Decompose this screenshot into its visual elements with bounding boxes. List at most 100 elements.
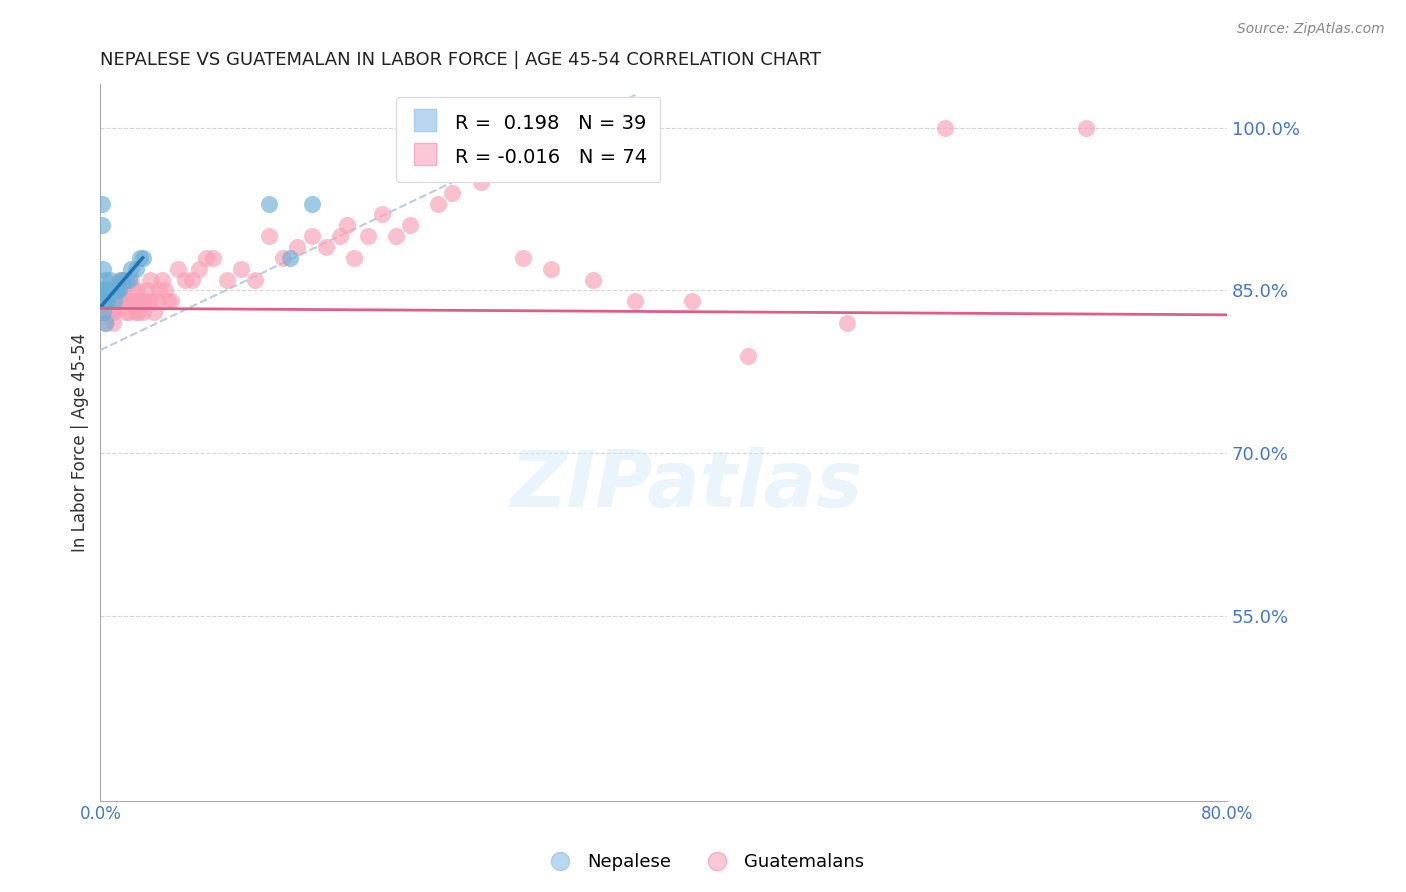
Point [136, 294, 159, 309]
Point [301, 196, 323, 211]
Point [98, 284, 121, 298]
Point [97, 284, 120, 298]
Point [97, 284, 120, 298]
Point [120, 261, 142, 276]
Text: Source: ZipAtlas.com: Source: ZipAtlas.com [1237, 22, 1385, 37]
Point [96, 294, 118, 309]
Point [301, 229, 323, 244]
Point [96, 284, 118, 298]
Point [139, 294, 162, 309]
Point [98, 294, 121, 309]
Point [91, 305, 114, 319]
Legend: Nepalese, Guatemalans: Nepalese, Guatemalans [536, 847, 870, 879]
Point [96, 294, 118, 309]
Point [273, 251, 295, 265]
Point [159, 294, 181, 309]
Point [114, 305, 136, 319]
Point [100, 284, 122, 298]
Point [201, 251, 224, 265]
Point [93, 294, 115, 309]
Point [125, 284, 148, 298]
Point [315, 240, 337, 254]
Point [96, 294, 118, 309]
Point [121, 284, 143, 298]
Point [120, 272, 142, 286]
Point [287, 240, 309, 254]
Point [399, 219, 422, 233]
Point [96, 284, 118, 298]
Point [107, 284, 129, 298]
Point [336, 219, 359, 233]
Point [217, 272, 239, 286]
Point [107, 284, 129, 298]
Point [343, 251, 366, 265]
Point [173, 272, 195, 286]
Point [512, 251, 534, 265]
Point [737, 349, 759, 363]
Point [108, 272, 131, 286]
Point [93, 284, 115, 298]
Point [124, 305, 146, 319]
Point [111, 272, 134, 286]
Point [145, 294, 167, 309]
Point [280, 251, 302, 265]
Point [259, 196, 281, 211]
Point [150, 272, 173, 286]
Point [101, 284, 124, 298]
Y-axis label: In Labor Force | Age 45-54: In Labor Force | Age 45-54 [72, 333, 89, 552]
Point [156, 294, 179, 309]
Point [124, 261, 146, 276]
Point [115, 294, 138, 309]
Point [114, 272, 136, 286]
Point [105, 284, 128, 298]
Point [90, 219, 112, 233]
Point [90, 305, 112, 319]
Point [427, 196, 450, 211]
Point [91, 294, 114, 309]
Point [104, 294, 127, 309]
Point [128, 251, 150, 265]
Point [93, 284, 115, 298]
Point [117, 305, 139, 319]
Point [138, 272, 160, 286]
Point [131, 251, 153, 265]
Point [385, 229, 408, 244]
Point [245, 272, 267, 286]
Point [681, 294, 703, 309]
Point [582, 272, 605, 286]
Point [329, 229, 352, 244]
Point [93, 272, 115, 286]
Point [104, 284, 127, 298]
Point [110, 284, 132, 298]
Point [117, 272, 139, 286]
Point [118, 294, 141, 309]
Point [127, 305, 149, 319]
Point [98, 272, 121, 286]
Point [166, 261, 188, 276]
Point [934, 120, 956, 135]
Point [112, 294, 135, 309]
Point [540, 261, 562, 276]
Point [105, 294, 128, 309]
Point [103, 305, 125, 319]
Point [835, 316, 858, 330]
Point [90, 196, 112, 211]
Point [91, 284, 114, 298]
Point [148, 284, 170, 298]
Point [259, 229, 281, 244]
Point [122, 294, 145, 309]
Point [135, 284, 157, 298]
Point [441, 186, 464, 200]
Point [93, 305, 115, 319]
Point [357, 229, 380, 244]
Point [371, 207, 394, 221]
Point [131, 305, 153, 319]
Text: NEPALESE VS GUATEMALAN IN LABOR FORCE | AGE 45-54 CORRELATION CHART: NEPALESE VS GUATEMALAN IN LABOR FORCE | … [100, 51, 821, 69]
Point [94, 316, 117, 330]
Point [100, 305, 122, 319]
Text: ZIPatlas: ZIPatlas [510, 448, 862, 524]
Point [97, 305, 120, 319]
Point [1074, 120, 1097, 135]
Point [94, 284, 117, 298]
Point [100, 284, 122, 298]
